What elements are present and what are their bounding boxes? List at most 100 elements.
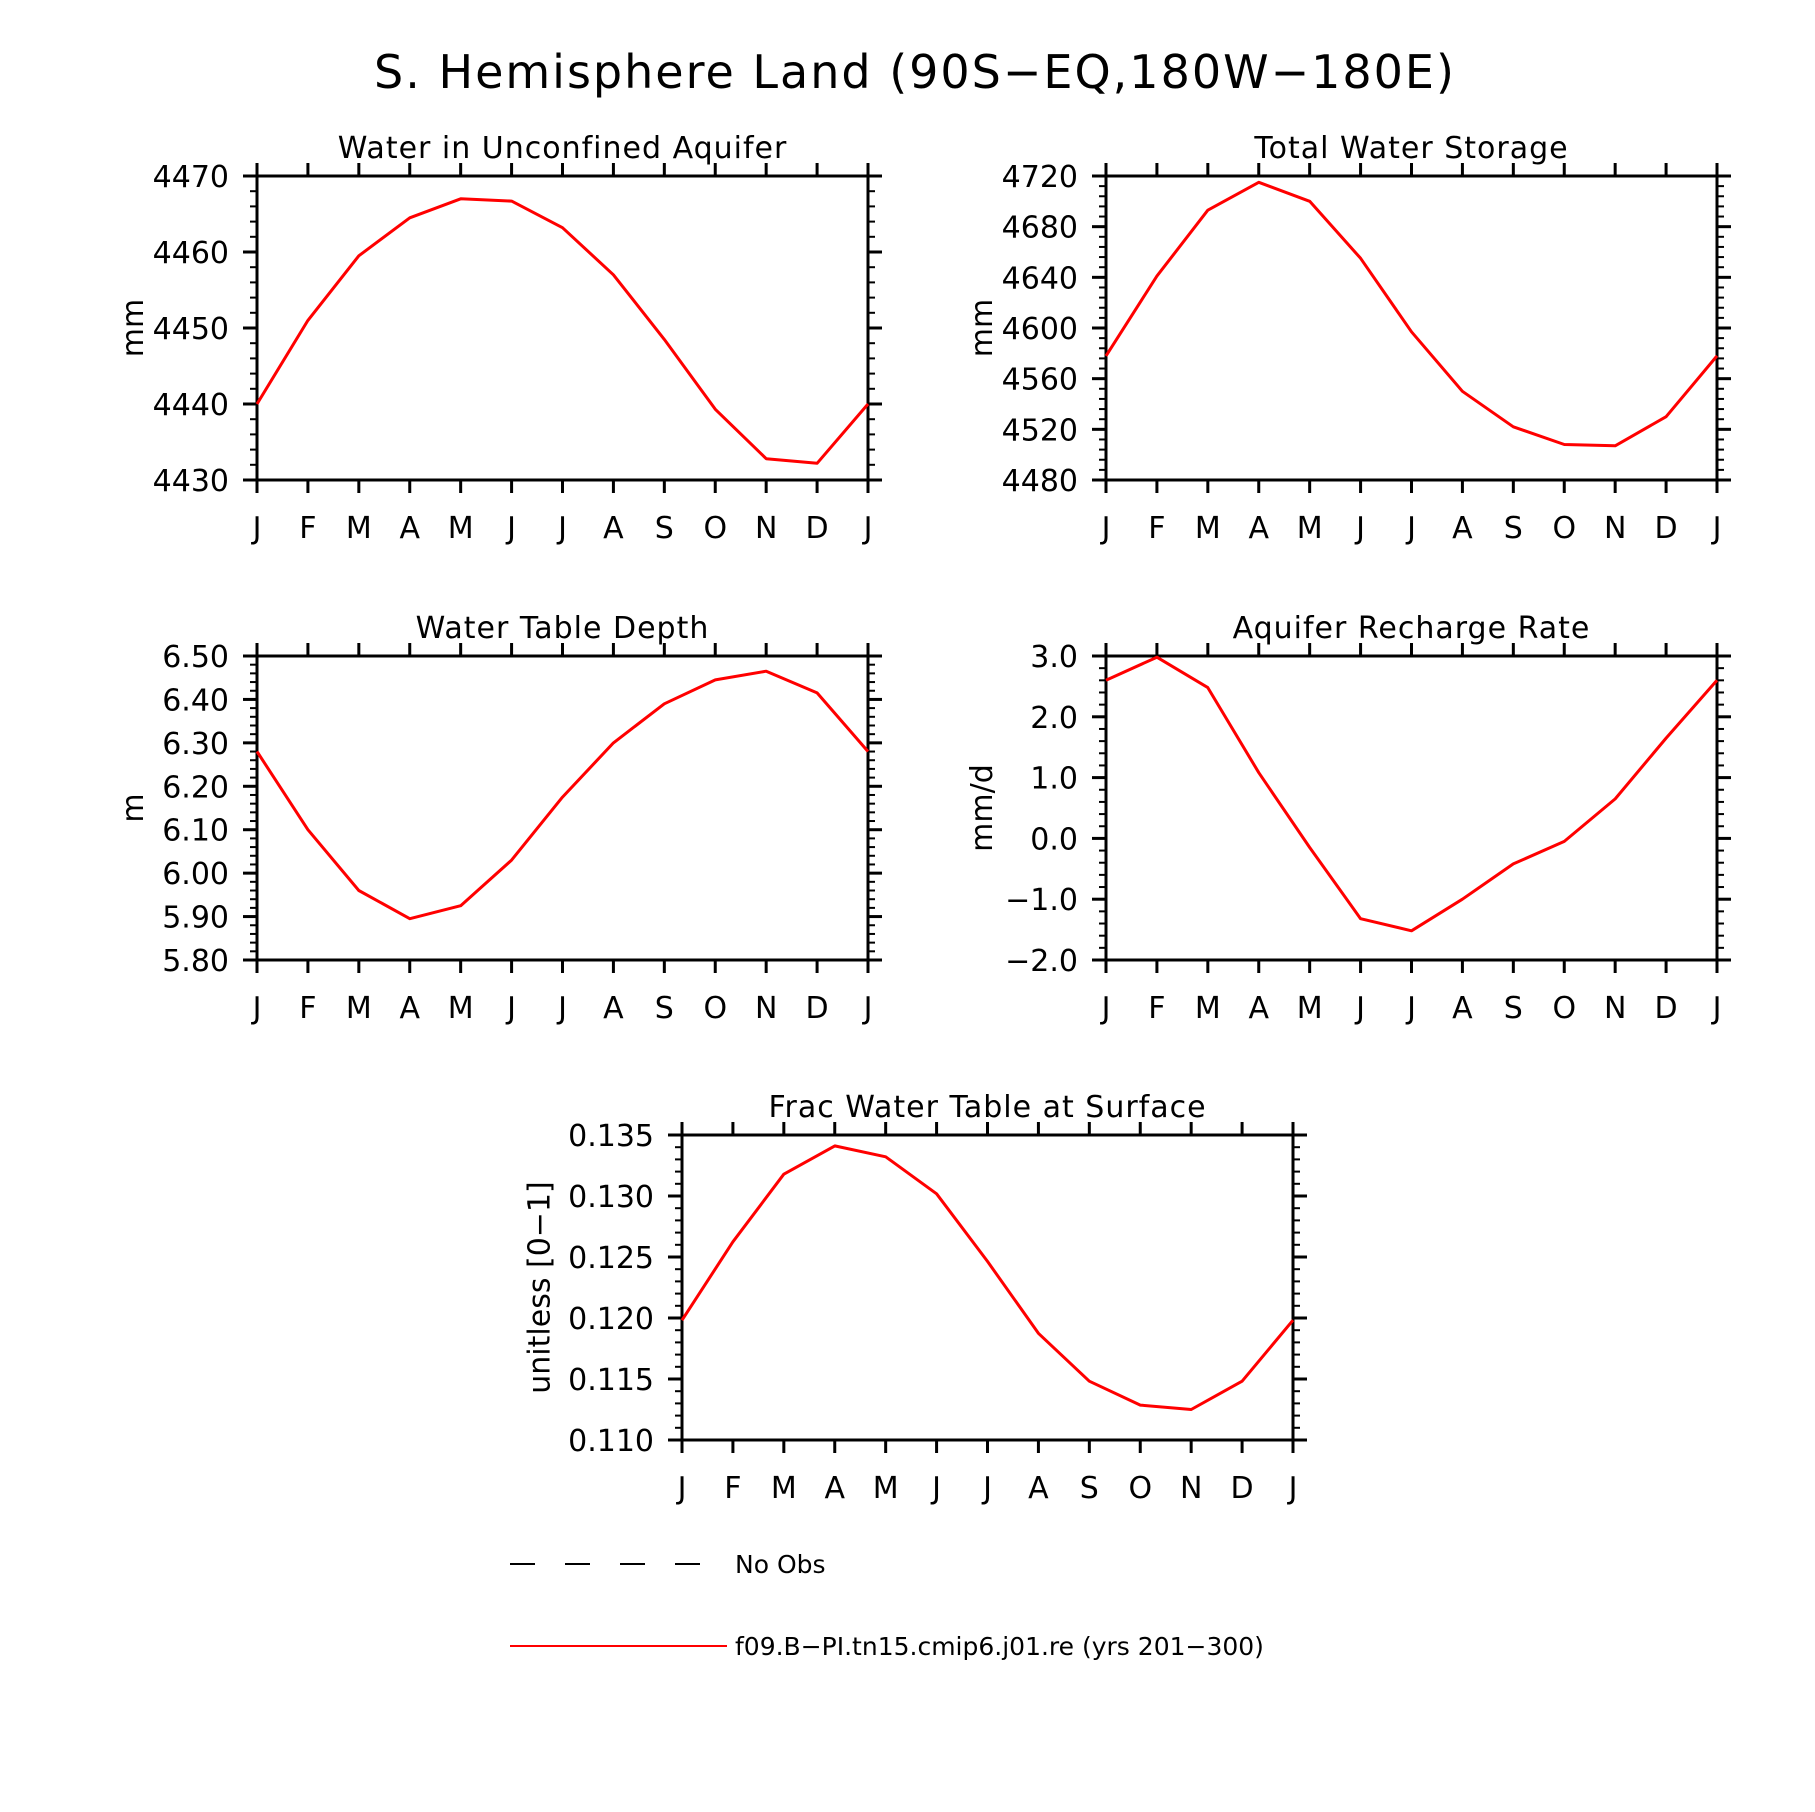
y-tick-label: 6.20 [162, 770, 229, 805]
x-tick-label: D [1655, 991, 1678, 1026]
y-axis-label: m [116, 793, 151, 822]
figure-title: S. Hemisphere Land (90S−EQ,180W−180E) [374, 45, 1456, 99]
x-tick-label: J [676, 1471, 687, 1506]
x-tick-label: D [806, 511, 829, 546]
x-tick-label: J [1405, 511, 1416, 546]
y-axis-label: unitless [0−1] [523, 1181, 558, 1393]
x-tick-label: J [1711, 511, 1722, 546]
x-tick-label: M [771, 1471, 797, 1506]
x-tick-label: N [1604, 511, 1626, 546]
series-line-1 [680, 1144, 1295, 1411]
plot-frame [1104, 654, 1719, 962]
y-tick-label: 6.40 [162, 683, 229, 718]
y-tick-label: 4600 [1002, 312, 1078, 347]
x-tick-label: S [1080, 1471, 1099, 1506]
legend-label: No Obs [735, 1550, 826, 1579]
legend-label: f09.B−PI.tn15.cmip6.j01.re (yrs 201−300) [735, 1632, 1264, 1661]
panel-title: Frac Water Table at Surface [768, 1090, 1206, 1125]
y-axis-label: mm [965, 299, 1000, 357]
y-tick-label: 0.0 [1030, 822, 1078, 857]
y-tick-label: 4680 [1002, 211, 1078, 246]
plot-frame [680, 1133, 1295, 1442]
y-tick-label: 0.135 [568, 1119, 654, 1154]
x-tick-label: A [1028, 1471, 1049, 1506]
x-tick-label: O [1552, 991, 1576, 1026]
panel-title: Aquifer Recharge Rate [1233, 611, 1591, 646]
y-tick-label: 5.90 [162, 901, 229, 936]
y-tick-label: 0.110 [568, 1424, 654, 1459]
y-tick-label: 4430 [153, 464, 229, 499]
y-axis-label: mm [116, 299, 151, 357]
series-line-1 [255, 669, 870, 921]
x-tick-label: J [1354, 991, 1365, 1026]
x-tick-label: M [448, 511, 474, 546]
panel-title: Water in Unconfined Aquifer [338, 131, 788, 166]
x-tick-label: N [1604, 991, 1626, 1026]
plot-frame [255, 174, 870, 482]
x-tick-label: A [1248, 511, 1269, 546]
x-tick-label: N [755, 991, 777, 1026]
x-tick-label: O [1128, 1471, 1152, 1506]
series-line-1 [1105, 655, 1719, 933]
x-tick-label: M [346, 511, 372, 546]
x-tick-label: O [703, 991, 727, 1026]
x-tick-label: O [1552, 511, 1576, 546]
x-tick-label: M [1195, 511, 1221, 546]
y-tick-label: 0.125 [568, 1241, 654, 1276]
plot-frame [255, 654, 870, 962]
x-tick-label: J [251, 511, 262, 546]
x-tick-label: S [1504, 991, 1523, 1026]
x-tick-label: A [1248, 991, 1269, 1026]
x-tick-label: M [346, 991, 372, 1026]
x-tick-label: M [1297, 511, 1323, 546]
x-tick-label: J [505, 991, 516, 1026]
x-tick-label: A [824, 1471, 845, 1506]
y-tick-label: 1.0 [1030, 762, 1078, 797]
x-tick-label: A [603, 991, 624, 1026]
x-tick-label: J [556, 991, 567, 1026]
panel-title: Total Water Storage [1253, 131, 1568, 166]
series-line-1 [255, 197, 870, 465]
x-tick-label: J [981, 1471, 992, 1506]
x-tick-label: J [1711, 991, 1722, 1026]
x-tick-label: J [862, 511, 873, 546]
x-tick-label: F [299, 991, 316, 1026]
x-tick-label: N [755, 511, 777, 546]
x-tick-label: S [655, 991, 674, 1026]
x-tick-label: M [1297, 991, 1323, 1026]
x-tick-label: M [448, 991, 474, 1026]
y-tick-label: 4460 [153, 236, 229, 271]
y-tick-label: 4480 [1002, 464, 1078, 499]
y-tick-label: 6.50 [162, 640, 229, 675]
x-tick-label: J [556, 511, 567, 546]
x-tick-label: J [1405, 991, 1416, 1026]
y-axis-label: mm/d [965, 764, 1000, 852]
y-tick-label: 6.10 [162, 814, 229, 849]
x-tick-label: F [299, 511, 316, 546]
x-tick-label: A [603, 511, 624, 546]
x-tick-label: S [655, 511, 674, 546]
x-tick-label: N [1180, 1471, 1202, 1506]
y-tick-label: 3.0 [1030, 640, 1078, 675]
y-tick-label: 4520 [1002, 413, 1078, 448]
x-tick-label: A [1452, 511, 1473, 546]
y-tick-label: −2.0 [1005, 944, 1078, 979]
y-tick-label: 6.00 [162, 857, 229, 892]
x-tick-label: J [862, 991, 873, 1026]
x-tick-label: D [1231, 1471, 1254, 1506]
y-tick-label: 6.30 [162, 727, 229, 762]
y-tick-label: −1.0 [1005, 883, 1078, 918]
x-tick-label: J [1354, 511, 1365, 546]
y-tick-label: 0.120 [568, 1302, 654, 1337]
x-tick-label: J [251, 991, 262, 1026]
x-tick-label: A [1452, 991, 1473, 1026]
y-tick-label: 5.80 [162, 944, 229, 979]
y-tick-label: 4720 [1002, 160, 1078, 195]
y-tick-label: 4440 [153, 388, 229, 423]
